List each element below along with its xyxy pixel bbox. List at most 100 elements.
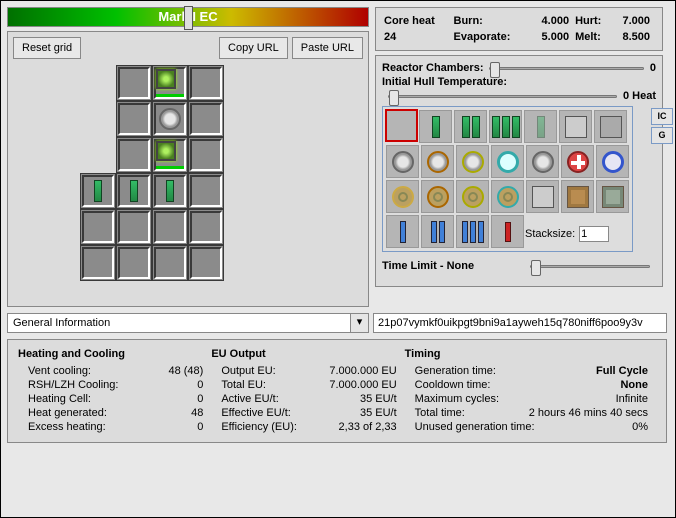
grid-slot[interactable]: [116, 65, 152, 101]
burn-label: Burn:: [454, 14, 530, 28]
grid-slot[interactable]: [152, 101, 188, 137]
active-eut-label: Active EU/t:: [221, 393, 278, 405]
general-info-panel: Heating and Cooling Vent cooling:48 (48)…: [7, 339, 667, 443]
palette-depleted[interactable]: [524, 110, 557, 143]
generation-time-label: Generation time:: [415, 365, 496, 377]
burn-value: 4.000: [531, 14, 573, 28]
palette-fuel-single[interactable]: [419, 110, 452, 143]
generation-time-value: Full Cycle: [596, 365, 648, 377]
palette-60k-coolant[interactable]: [456, 215, 489, 248]
grid-slot[interactable]: [188, 245, 224, 281]
heat-gradient-bar: Mark I EC: [7, 7, 369, 27]
palette-advanced-vent[interactable]: [491, 145, 524, 178]
total-time-value: 2 hours 46 mins 40 secs: [529, 407, 648, 419]
palette-overclocked-vent[interactable]: [456, 145, 489, 178]
palette-reactor-plating[interactable]: [526, 180, 559, 213]
url-output[interactable]: [373, 313, 667, 333]
efficiency-label: Efficiency (EU):: [221, 421, 297, 433]
grid-slot[interactable]: [152, 137, 188, 173]
grid-slot[interactable]: [116, 101, 152, 137]
grid-slot[interactable]: [116, 173, 152, 209]
cooldown-time-label: Cooldown time:: [415, 379, 491, 391]
chambers-value: 0: [650, 62, 656, 74]
heat-vent-icon: [159, 108, 181, 130]
palette-lzh[interactable]: [596, 145, 629, 178]
controls-panel: Reactor Chambers: 0 Initial Hull Tempera…: [375, 55, 663, 287]
active-eut-value: 35 EU/t: [360, 393, 397, 405]
core-heat-label: Core heat: [384, 14, 452, 28]
time-limit-label: Time Limit - None: [382, 260, 474, 272]
stacksize-input[interactable]: [579, 226, 609, 242]
palette-fuel-dual[interactable]: [454, 110, 487, 143]
grid-slot[interactable]: [188, 101, 224, 137]
palette-comp-exchanger[interactable]: [491, 180, 524, 213]
grid-slot[interactable]: [80, 209, 116, 245]
reset-grid-button[interactable]: Reset grid: [13, 37, 81, 59]
effective-eut-value: 35 EU/t: [360, 407, 397, 419]
output-eu-label: Output EU:: [221, 365, 275, 377]
hull-temp-slider[interactable]: [388, 95, 617, 98]
palette-containment-plating[interactable]: [596, 180, 629, 213]
grid-slot[interactable]: [80, 245, 116, 281]
grid-slot[interactable]: [188, 137, 224, 173]
hurt-label: Hurt:: [575, 14, 610, 28]
heat-marker[interactable]: [184, 6, 193, 30]
grid-slot[interactable]: [152, 209, 188, 245]
evaporate-label: Evaporate:: [454, 30, 530, 44]
chambers-slider[interactable]: [489, 67, 643, 70]
grid-slot[interactable]: [116, 245, 152, 281]
grid-slot[interactable]: [152, 245, 188, 281]
paste-url-button[interactable]: Paste URL: [292, 37, 363, 59]
palette-thick-reflector[interactable]: [594, 110, 627, 143]
palette-reactor-vent[interactable]: [421, 145, 454, 178]
palette-tab-ic[interactable]: IC: [651, 108, 673, 125]
palette-neutron-reflector[interactable]: [559, 110, 592, 143]
grid-slot[interactable]: [116, 209, 152, 245]
grid-slot[interactable]: [116, 137, 152, 173]
rsh-label: RSH/LZH Cooling:: [28, 379, 118, 391]
copy-url-button[interactable]: Copy URL: [219, 37, 288, 59]
evaporate-value: 5.000: [531, 30, 573, 44]
grid-slot[interactable]: [80, 173, 116, 209]
fuel-rod-icon: [94, 180, 102, 202]
max-cycles-label: Maximum cycles:: [415, 393, 499, 405]
palette-heat-plating[interactable]: [561, 180, 594, 213]
palette-tab-g[interactable]: G: [651, 127, 673, 144]
excess-heating-value: 0: [197, 421, 203, 433]
melt-value: 8.500: [612, 30, 654, 44]
vent-cooling-label: Vent cooling:: [28, 365, 91, 377]
grid-slot[interactable]: [188, 209, 224, 245]
palette-fuel-quad[interactable]: [489, 110, 522, 143]
hull-temp-value: 0 Heat: [623, 90, 656, 102]
palette-component-vent[interactable]: [526, 145, 559, 178]
timing-header: Timing: [405, 348, 656, 360]
palette-10k-coolant[interactable]: [386, 215, 419, 248]
unused-gen-label: Unused generation time:: [415, 421, 535, 433]
time-limit-slider[interactable]: [530, 265, 650, 268]
grid-slot[interactable]: [188, 173, 224, 209]
palette-empty[interactable]: [385, 109, 418, 142]
palette-condensator[interactable]: [491, 215, 524, 248]
palette-heat-vent[interactable]: [386, 145, 419, 178]
grid-slot[interactable]: [152, 173, 188, 209]
palette-30k-coolant[interactable]: [421, 215, 454, 248]
palette-core-exchanger[interactable]: [456, 180, 489, 213]
palette-adv-exchanger[interactable]: [421, 180, 454, 213]
core-stats-panel: Core heat Burn: 4.000 Hurt: 7.000 24 Eva…: [375, 7, 663, 51]
total-eu-label: Total EU:: [221, 379, 266, 391]
reactor-grid: [13, 65, 363, 281]
eu-output-header: EU Output: [211, 348, 404, 360]
reactor-grid-panel: Reset grid Copy URL Paste URL: [7, 31, 369, 307]
output-eu-value: 7.000.000 EU: [329, 365, 396, 377]
grid-slot[interactable]: [152, 65, 188, 101]
stacksize-label: Stacksize:: [525, 228, 575, 240]
max-cycles-value: Infinite: [616, 393, 648, 405]
chevron-down-icon[interactable]: ▾: [350, 314, 368, 332]
grid-slot[interactable]: [188, 65, 224, 101]
info-category-text: General Information: [8, 314, 350, 332]
efficiency-value: 2,33 of 2,33: [339, 421, 397, 433]
palette-heat-exchanger[interactable]: [386, 180, 419, 213]
info-category-select[interactable]: General Information ▾: [7, 313, 369, 333]
palette-rsh[interactable]: [561, 145, 594, 178]
heating-cell-value: 0: [197, 393, 203, 405]
